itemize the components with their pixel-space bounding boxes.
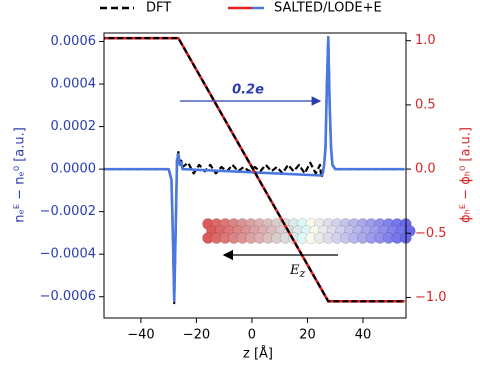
y-tick-label: −0.0002 [40,204,96,219]
series-line [104,37,405,303]
y-tick-label: 0.0004 [51,77,97,92]
x-tick-label: 0 [248,328,256,343]
y-tick-label: 0.0000 [51,162,97,177]
annotation: 0.2e [232,83,264,98]
x-tick-label: −20 [183,328,210,343]
x-tick-label: 20 [299,328,316,343]
y2-tick-label: −1.0 [415,290,447,305]
molecule-image [202,218,416,244]
x-tick-label: 40 [355,328,372,343]
annotation: Ez [289,263,306,281]
y-tick-label: −0.0004 [40,247,96,262]
x-tick-label: −40 [127,328,154,343]
y2-tick-label: 0.0 [415,162,436,177]
y-axis-label: nₑᴱ − nₑ⁰ [a.u.] [13,127,28,223]
y-tick-label: 0.0006 [51,34,97,49]
y2-axis-label: ϕₕᴱ − ϕₕ⁰ [a.u.] [459,127,474,223]
y2-tick-label: −0.5 [415,226,447,241]
legend-label: SALTED/LODE+E [274,1,382,16]
annotation-sub: z [299,267,306,280]
plot-area [104,34,405,305]
series-line [104,35,405,303]
y-tick-label: −0.0006 [40,289,96,304]
legend-label: DFT [146,1,171,16]
y2-tick-label: 1.0 [415,33,436,48]
x-axis-label: z [Å] [243,346,273,362]
annotation-text: E [289,263,300,278]
y-tick-label: 0.0002 [51,119,97,134]
y2-tick-label: 0.5 [415,97,436,112]
plot-frame [103,32,407,319]
